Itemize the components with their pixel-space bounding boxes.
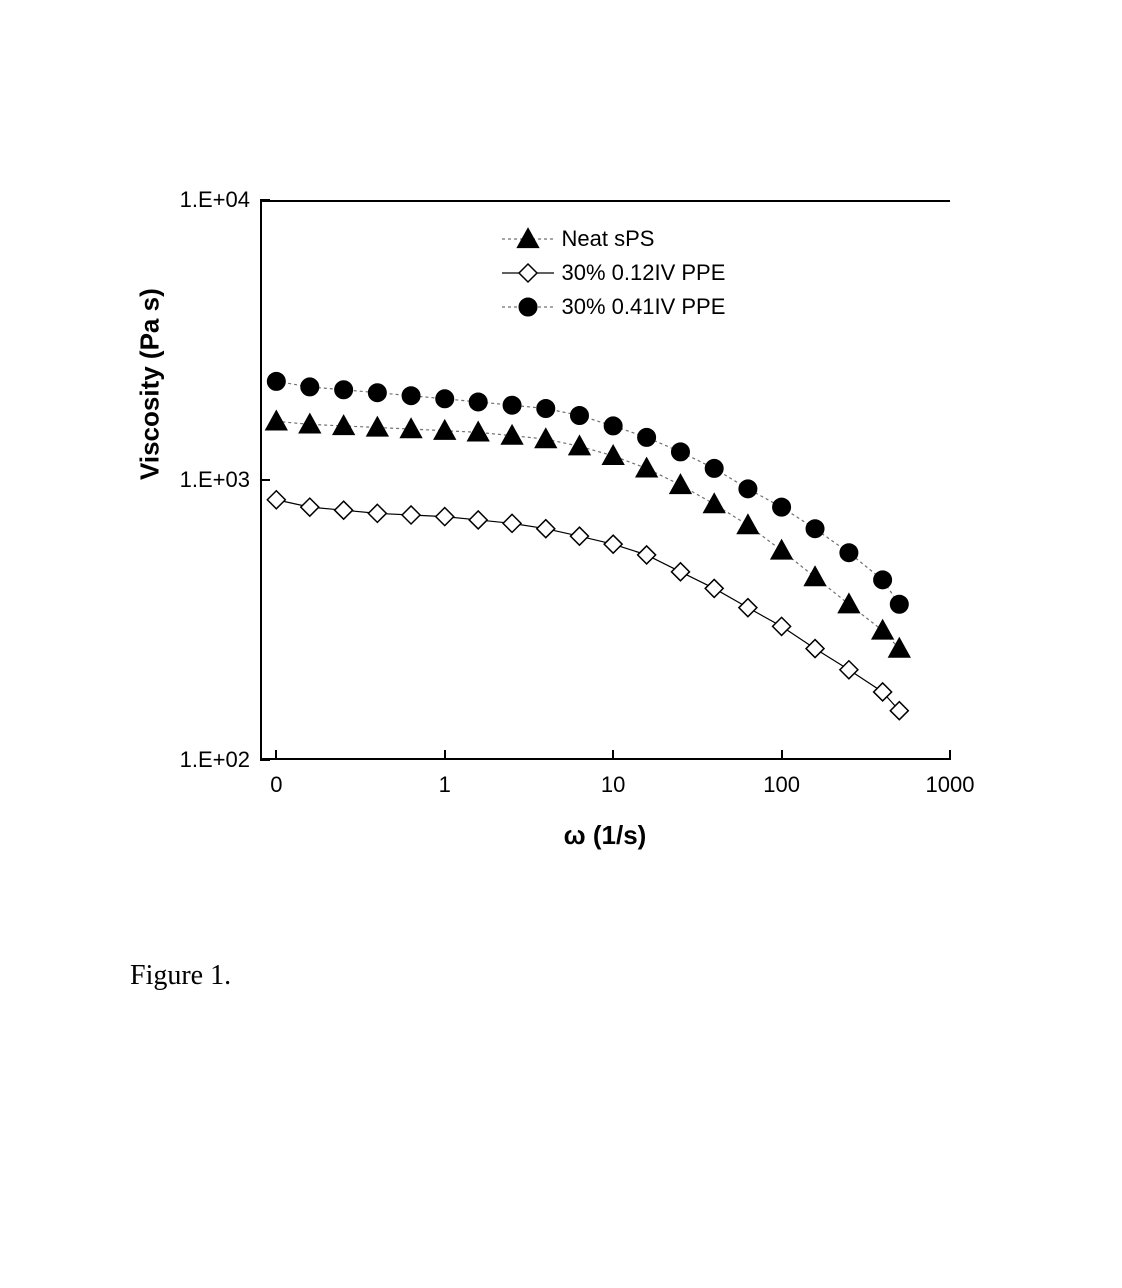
series-marker-ppe_012iv [267,491,285,509]
series-line-ppe_012iv [276,500,899,711]
legend-label: Neat sPS [562,226,655,252]
series-marker-ppe_012iv [436,508,454,526]
series-marker-neat_sps [602,445,624,464]
series-marker-neat_sps [467,422,489,441]
legend-swatch [502,297,554,317]
x-tick-label: 1000 [926,772,975,798]
series-marker-neat_sps [266,411,288,430]
x-axis-title: ω (1/s) [564,820,647,851]
series-marker-ppe_041iv [638,428,656,446]
legend: Neat sPS 30% 0.12IV PPE 30% 0.41IV PPE [502,222,726,324]
series-marker-ppe_041iv [570,406,588,424]
series-marker-ppe_041iv [604,417,622,435]
x-tick-label: 1 [439,772,451,798]
series-marker-ppe_012iv [301,498,319,516]
series-marker-ppe_041iv [335,381,353,399]
legend-item-ppe_012iv: 30% 0.12IV PPE [502,256,726,290]
series-marker-neat_sps [636,458,658,477]
legend-label: 30% 0.12IV PPE [562,260,726,286]
series-marker-neat_sps [737,514,759,533]
figure-wrapper: 1.E+02 1.E+03 1.E+04 0 1 10 100 1000 Viscosity… [130,180,990,860]
y-tick-mark [260,759,270,761]
series-marker-ppe_041iv [773,498,791,516]
series-marker-ppe_012iv [671,563,689,581]
x-tick-label: 10 [601,772,625,798]
x-tick-mark [949,750,951,760]
series-marker-neat_sps [889,638,911,657]
y-tick-label: 1.E+02 [180,747,250,773]
series-marker-neat_sps [872,620,894,639]
series-marker-neat_sps [670,474,692,493]
series-marker-neat_sps [771,540,793,559]
series-marker-ppe_041iv [301,378,319,396]
y-axis-title: Viscosity (Pa s) [135,288,166,480]
series-marker-ppe_041iv [890,595,908,613]
y-tick-label: 1.E+03 [180,467,250,493]
series-marker-ppe_012iv [570,527,588,545]
series-marker-ppe_012iv [739,599,757,617]
series-marker-ppe_012iv [503,514,521,532]
series-marker-ppe_041iv [705,459,723,477]
series-marker-ppe_012iv [469,511,487,529]
x-tick-mark [275,750,277,760]
series-marker-neat_sps [367,417,389,436]
series-marker-ppe_012iv [604,535,622,553]
series-marker-ppe_041iv [368,384,386,402]
series-marker-ppe_041iv [267,372,285,390]
legend-item-neat_sps: Neat sPS [502,222,726,256]
series-marker-ppe_041iv [503,396,521,414]
series-marker-ppe_041iv [436,390,454,408]
series-marker-neat_sps [703,493,725,512]
series-marker-neat_sps [333,415,355,434]
series-marker-ppe_041iv [739,480,757,498]
series-marker-ppe_012iv [335,501,353,519]
series-marker-ppe_012iv [773,617,791,635]
series-marker-ppe_041iv [402,387,420,405]
y-tick-label: 1.E+04 [180,187,250,213]
series-marker-ppe_041iv [671,443,689,461]
series-marker-ppe_041iv [874,571,892,589]
legend-label: 30% 0.41IV PPE [562,294,726,320]
x-tick-mark [444,750,446,760]
series-marker-ppe_012iv [638,546,656,564]
series-marker-ppe_041iv [537,400,555,418]
x-tick-label: 0 [270,772,282,798]
series-marker-neat_sps [535,428,557,447]
series-marker-ppe_012iv [368,504,386,522]
series-marker-neat_sps [804,566,826,585]
series-marker-neat_sps [400,418,422,437]
series-marker-ppe_012iv [840,661,858,679]
series-marker-ppe_012iv [402,506,420,524]
series-marker-ppe_041iv [840,544,858,562]
x-tick-mark [781,750,783,760]
series-marker-ppe_012iv [806,640,824,658]
series-marker-ppe_012iv [705,579,723,597]
x-tick-mark [612,750,614,760]
y-tick-mark [260,479,270,481]
legend-swatch [502,229,554,249]
series-marker-ppe_041iv [806,520,824,538]
series-marker-ppe_041iv [469,393,487,411]
y-tick-mark [260,199,270,201]
series-marker-neat_sps [434,420,456,439]
series-marker-ppe_012iv [537,520,555,538]
chart-frame: 1.E+02 1.E+03 1.E+04 0 1 10 100 1000 Viscosity… [130,180,990,860]
legend-swatch [502,263,554,283]
legend-item-ppe_041iv: 30% 0.41IV PPE [502,290,726,324]
series-marker-neat_sps [838,593,860,612]
figure-caption: Figure 1. [130,960,231,992]
x-tick-label: 100 [763,772,800,798]
